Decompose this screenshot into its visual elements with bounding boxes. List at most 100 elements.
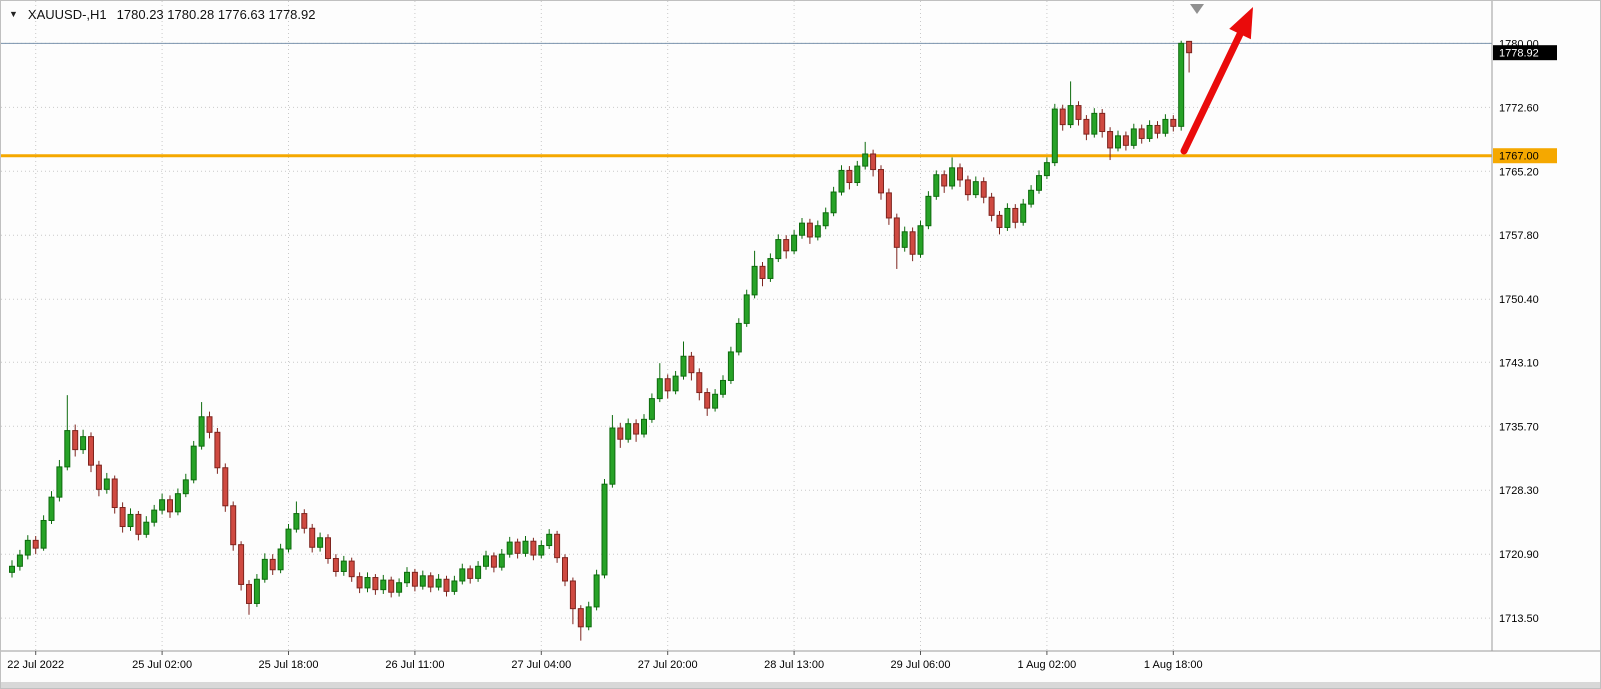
candle-body [467, 568, 474, 579]
time-tick-label: 1 Aug 02:00 [1018, 659, 1077, 671]
candle [372, 574, 379, 595]
trend-arrow-head[interactable] [1229, 7, 1253, 40]
candle [427, 572, 434, 593]
price-axis[interactable]: 1780.001772.601765.201757.801750.401743.… [1491, 1, 1557, 651]
candle-body [917, 225, 924, 255]
candle [799, 217, 805, 239]
candle-body [103, 478, 110, 490]
candle-body [759, 265, 766, 279]
candle-body [285, 528, 292, 550]
trend-arrow-shaft[interactable] [1180, 27, 1245, 155]
candle [190, 440, 197, 484]
candle [1099, 109, 1106, 138]
price-tick-label: 1757.80 [1499, 230, 1539, 242]
price-tick-label: 1720.90 [1499, 549, 1539, 561]
candle [317, 532, 324, 552]
price-tick-label: 1750.40 [1499, 294, 1539, 306]
price-tick-label: 1713.50 [1499, 613, 1539, 625]
candle-body [546, 533, 553, 547]
candle-body [538, 545, 545, 556]
candle-body [609, 427, 616, 485]
annotation-layer[interactable] [1180, 4, 1253, 155]
horizontal-line-objects[interactable] [1, 42, 1492, 158]
candle [1162, 114, 1169, 137]
candle [1107, 127, 1114, 161]
candle-body [1138, 128, 1145, 139]
candle [1146, 120, 1153, 142]
candle-body [625, 423, 632, 440]
candle-body [1036, 175, 1042, 191]
candle [475, 561, 482, 582]
candle-body [48, 496, 55, 521]
candle-body [1004, 207, 1011, 228]
candle [712, 389, 719, 412]
candle-body [9, 565, 15, 573]
candle-body [111, 478, 118, 509]
candle-body [190, 445, 197, 481]
candle [846, 166, 853, 190]
window-bottom-border [1, 682, 1600, 688]
time-tick-label: 22 Jul 2022 [7, 659, 64, 671]
candle [656, 363, 663, 403]
candle-body [767, 258, 774, 279]
candle-body [577, 608, 584, 628]
chart-title-overlay: ▼ XAUUSD-,H1 1780.23 1780.28 1776.63 177… [9, 7, 315, 22]
candle [775, 234, 782, 263]
candle [893, 213, 900, 269]
candle-body [696, 372, 703, 394]
candle-body [893, 217, 900, 248]
candle-body [514, 541, 521, 554]
candle-body [301, 513, 308, 529]
candle [672, 370, 679, 395]
chart-shift-marker[interactable] [1190, 4, 1204, 14]
candle-body [791, 234, 798, 252]
time-tick-label: 26 Jul 11:00 [385, 659, 444, 671]
candle-body [799, 222, 805, 236]
candle-body [167, 499, 173, 513]
candle-body [88, 436, 94, 466]
candle-body [230, 505, 237, 546]
candle [222, 463, 229, 512]
time-axis[interactable]: 22 Jul 2022 25 Jul 02:00 25 Jul 18:00 26 Ju… [1, 650, 1601, 671]
candle-body [1162, 118, 1169, 134]
candle [830, 186, 837, 217]
candle-body [151, 509, 158, 523]
candle [182, 473, 189, 498]
candle-body [1020, 203, 1027, 223]
candle [127, 508, 134, 531]
candle-body [1083, 118, 1090, 135]
candle-body [490, 555, 497, 568]
candle-body [743, 294, 750, 324]
candle [48, 491, 55, 524]
price-tick-label: 1728.30 [1499, 485, 1539, 497]
candle-body [119, 507, 126, 528]
candle [554, 530, 561, 563]
candle [562, 554, 568, 587]
candle-body [1186, 40, 1193, 54]
candle-body [396, 582, 403, 593]
collapse-triangle-icon[interactable]: ▼ [9, 9, 18, 19]
candle-body [838, 169, 845, 193]
candle [419, 570, 426, 590]
candle-body [1146, 124, 1153, 139]
candle-body [443, 578, 450, 592]
candle [791, 230, 798, 255]
candle-body [159, 499, 166, 511]
candle [1059, 104, 1066, 131]
candle [159, 493, 166, 515]
candle [206, 411, 213, 439]
candle-body [980, 181, 987, 198]
candle-body [127, 513, 134, 528]
candle [119, 502, 126, 533]
candle [577, 605, 584, 641]
candle-body [530, 540, 537, 556]
candle-body [601, 483, 608, 576]
candle [538, 540, 545, 559]
candle [854, 160, 861, 186]
candle [949, 157, 956, 190]
candle [435, 574, 442, 591]
time-tick-label: 1 Aug 18:00 [1144, 659, 1203, 671]
time-tick-label: 25 Jul 18:00 [259, 659, 319, 671]
candle-body [585, 606, 592, 628]
